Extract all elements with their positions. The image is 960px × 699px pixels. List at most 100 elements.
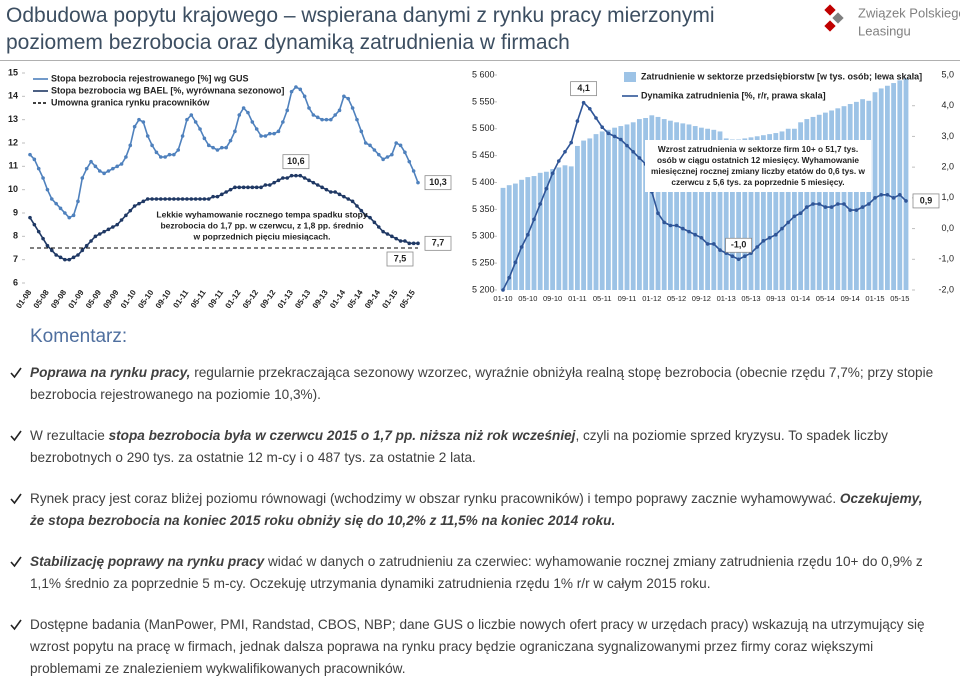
point: [211, 145, 215, 150]
check-icon: [10, 493, 22, 505]
point: [885, 192, 890, 197]
bar: [668, 120, 673, 290]
point: [220, 145, 224, 150]
point: [176, 197, 181, 201]
point: [718, 248, 722, 252]
comment-text: Poprawa na rynku pracy,: [30, 365, 191, 380]
bar: [575, 145, 580, 290]
value-label-box: [725, 237, 752, 253]
point: [416, 180, 420, 185]
x-tick-label: 09-14: [841, 294, 860, 303]
point: [368, 215, 372, 220]
bar: [711, 129, 717, 290]
point: [36, 166, 41, 171]
point: [115, 222, 119, 227]
point: [137, 117, 141, 122]
point: [315, 115, 320, 120]
point: [501, 288, 505, 292]
point: [259, 134, 263, 138]
bar: [730, 139, 735, 290]
point: [668, 223, 673, 228]
y2-tick-label: 0,0: [941, 223, 954, 233]
point: [124, 155, 128, 159]
x-tick-label: 01-15: [380, 288, 399, 310]
comment-heading: Komentarz:: [30, 326, 128, 347]
point: [141, 120, 146, 124]
point: [202, 197, 207, 201]
point: [355, 117, 359, 122]
point: [246, 110, 250, 115]
point: [241, 106, 246, 110]
point: [569, 140, 573, 145]
bar: [599, 131, 605, 290]
point: [337, 108, 342, 113]
check-mark: [10, 367, 22, 379]
legend-swatch: [624, 72, 636, 82]
point: [28, 215, 32, 220]
x-tick-label: 05-11: [189, 288, 208, 310]
annotation: czerwcu z 5,6 tys. za poprzednie 5 miesi…: [671, 177, 844, 187]
point: [606, 131, 611, 136]
logo-square: [832, 12, 844, 24]
point: [259, 185, 263, 190]
point: [215, 148, 220, 152]
point: [58, 255, 63, 260]
point: [307, 178, 311, 183]
logo: Związek Polskiego Leasingu: [824, 4, 960, 38]
x-tick-label: 05-08: [32, 288, 51, 310]
point: [315, 183, 320, 187]
value-label-box: [912, 193, 940, 209]
x-tick-label: 01-11: [568, 294, 587, 303]
value-label-box: [424, 175, 452, 191]
point: [398, 239, 403, 243]
bar: [748, 137, 754, 290]
comment-text: Stabilizację poprawy na rynku pracy: [30, 554, 265, 569]
y-tick-label: 8: [13, 231, 18, 241]
point: [355, 204, 359, 208]
legend-label: Dynamika zatrudnienia [%, r/r, prawa ska…: [641, 90, 826, 100]
annotation: Lekkie wyhamowanie rocznego tempa spadku…: [156, 209, 367, 219]
bar: [717, 131, 723, 290]
point: [780, 226, 784, 231]
point: [854, 208, 859, 212]
value-label-box: [570, 81, 597, 97]
point: [519, 245, 524, 249]
point: [848, 208, 852, 212]
point: [612, 134, 617, 139]
x-tick-label: 05-15: [890, 294, 909, 303]
x-tick-label: 05-13: [293, 288, 312, 310]
point: [198, 197, 202, 201]
bar: [556, 167, 562, 290]
y-tick-label: 7: [13, 254, 18, 264]
point: [350, 106, 355, 110]
bar: [612, 127, 617, 290]
point: [193, 120, 198, 124]
point: [631, 149, 635, 154]
point: [381, 157, 385, 162]
point: [97, 232, 102, 236]
point: [662, 220, 666, 225]
bar: [519, 179, 524, 290]
bar: [754, 136, 760, 290]
bar: [513, 183, 518, 290]
x-tick-label: 01-13: [717, 294, 736, 303]
value-label-box: [282, 154, 310, 170]
bar: [866, 100, 872, 290]
check-icon: [10, 619, 22, 631]
annotation-box: [645, 140, 871, 192]
point: [198, 127, 202, 131]
point: [581, 100, 586, 105]
bar: [661, 119, 667, 290]
value-label: 10,6: [287, 156, 305, 166]
point: [267, 131, 272, 136]
point: [158, 155, 163, 159]
comment-text: stopa bezrobocia była w czerwcu 2015 o 1…: [108, 428, 576, 443]
point: [867, 202, 871, 206]
point: [84, 243, 89, 248]
x-tick-label: 09-10: [154, 288, 173, 310]
x-tick-label: 01-12: [642, 294, 661, 303]
x-tick-label: 09-14: [363, 288, 382, 310]
point: [172, 152, 176, 157]
point: [403, 239, 407, 243]
